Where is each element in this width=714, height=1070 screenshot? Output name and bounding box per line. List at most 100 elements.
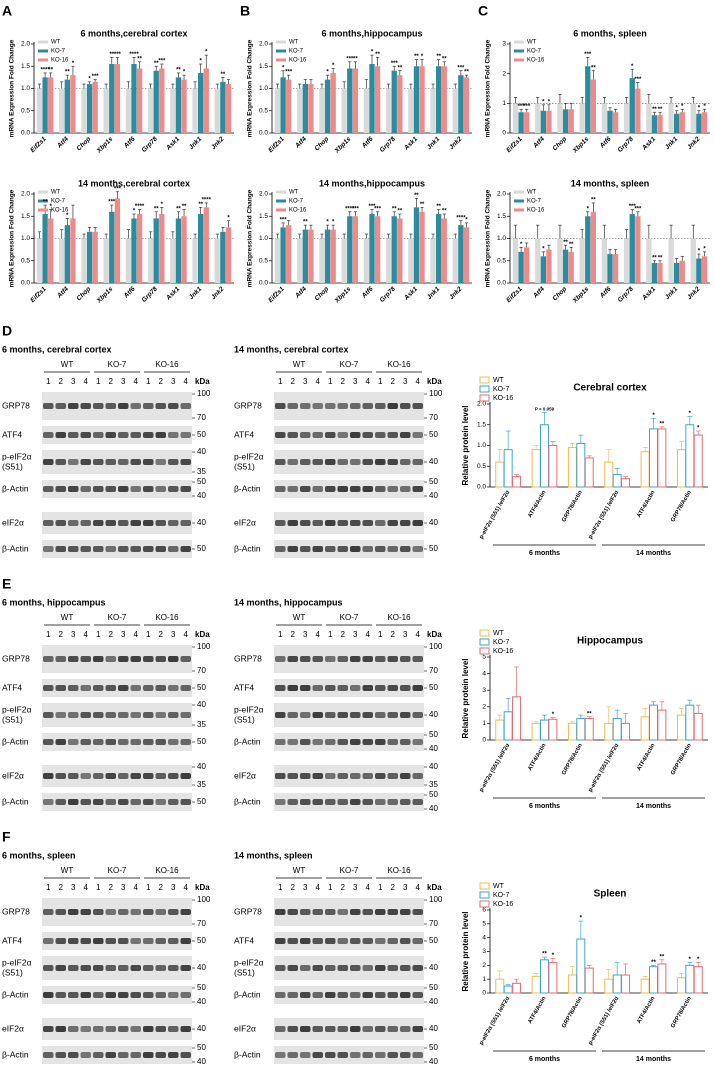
blot-band [400,486,411,492]
significance: * [326,220,329,226]
group-label: KO-16 [387,613,411,622]
y-tick-label: 1.0 [21,85,30,92]
significance: * [689,957,692,963]
bar [495,719,505,741]
kda-marker: 50 [197,544,206,553]
blot-band [155,799,166,805]
bar [524,247,530,283]
kda-marker: 50 [429,1043,438,1052]
blot-band [93,486,104,492]
lane-number: 2 [109,630,114,639]
blot-band [168,520,179,526]
x-tick-label: ATF4/Actin [636,995,657,1025]
blot-band [68,685,79,691]
blot-band [130,992,141,998]
blot-band [312,909,323,915]
bar [621,974,631,994]
blot-band [337,520,348,526]
blot-band [400,656,411,662]
blot-band [362,739,373,745]
legend-swatch [479,385,490,393]
blot-band [155,739,166,745]
blot-band [118,909,129,915]
blot-band [362,685,373,691]
bar [419,211,425,283]
blot-band [130,773,141,779]
significance: * [199,59,202,65]
kda-marker: 50 [197,430,206,439]
blot-strip [42,986,192,1004]
blot-band [180,432,191,438]
lane-number: 4 [316,377,321,386]
group-label: WT [61,360,74,369]
group-label: WT [61,613,74,622]
blot-band [55,799,66,805]
blot-band [325,739,336,745]
bar [136,68,143,133]
x-tick-label: Grp78 [379,285,398,304]
bar [646,103,652,133]
kda-marker: 35 [197,467,206,476]
blot-band [287,432,298,438]
blot-band [168,486,179,492]
legend-label: WT [289,40,299,46]
significance: *** [518,104,526,110]
blot-band [55,432,66,438]
x-tick-label: Xbp1s [571,135,591,155]
kda-marker: 50 [197,936,206,945]
blot-band [337,992,348,998]
blot-title: 14 months, cerebral cortex [234,344,349,354]
blot-band [143,656,154,662]
x-tick-label: ATF4/Actin [636,742,657,772]
blot-band [337,685,348,691]
bar [546,110,552,133]
blot-band [300,1052,311,1058]
y-tick-label: 0 [482,990,486,997]
blot-band [312,403,323,409]
significance: ** [221,72,226,78]
blot-strip [274,932,424,950]
significance: ** [109,52,114,58]
blot-band [43,1052,54,1058]
blot-band [287,403,298,409]
blot-band [275,938,286,944]
bar [623,238,630,283]
blot-band [55,938,66,944]
x-tick-label: Chop [75,286,92,303]
bar [308,229,314,283]
bar [109,211,115,283]
significance: **** [202,197,212,203]
bar [635,216,641,283]
blot-band [168,459,179,465]
blot-band [155,403,166,409]
group-label: KO-7 [108,360,127,369]
bar [651,262,658,283]
x-tick-label: GRP78/Actin [670,995,693,1029]
blot-band [350,403,361,409]
blot-band [337,1052,348,1058]
significance: ** [658,107,663,113]
group-label: WT [293,613,306,622]
bar [701,112,708,133]
blot-title: 14 months, spleen [234,850,313,860]
blot-band [105,432,116,438]
y-tick-label: 0 [502,130,506,137]
blot-band [118,773,129,779]
blot-band [155,938,166,944]
significance: ** [660,954,665,960]
blot-band [105,938,116,944]
blot-band [43,459,54,465]
blot-band [93,432,104,438]
legend-swatch [514,58,524,62]
x-tick-label: ATF4/Actin [527,995,548,1025]
lane-number: 2 [391,630,396,639]
blot-band [105,459,116,465]
blot-band [80,685,91,691]
blot-band [300,546,311,552]
blot-band [387,520,398,526]
blot-row-label: p-eIF2α [2,704,32,714]
bar [640,978,650,994]
kda-marker: 50 [197,1043,206,1052]
blot-band [130,965,141,971]
blot-band [168,1052,179,1058]
